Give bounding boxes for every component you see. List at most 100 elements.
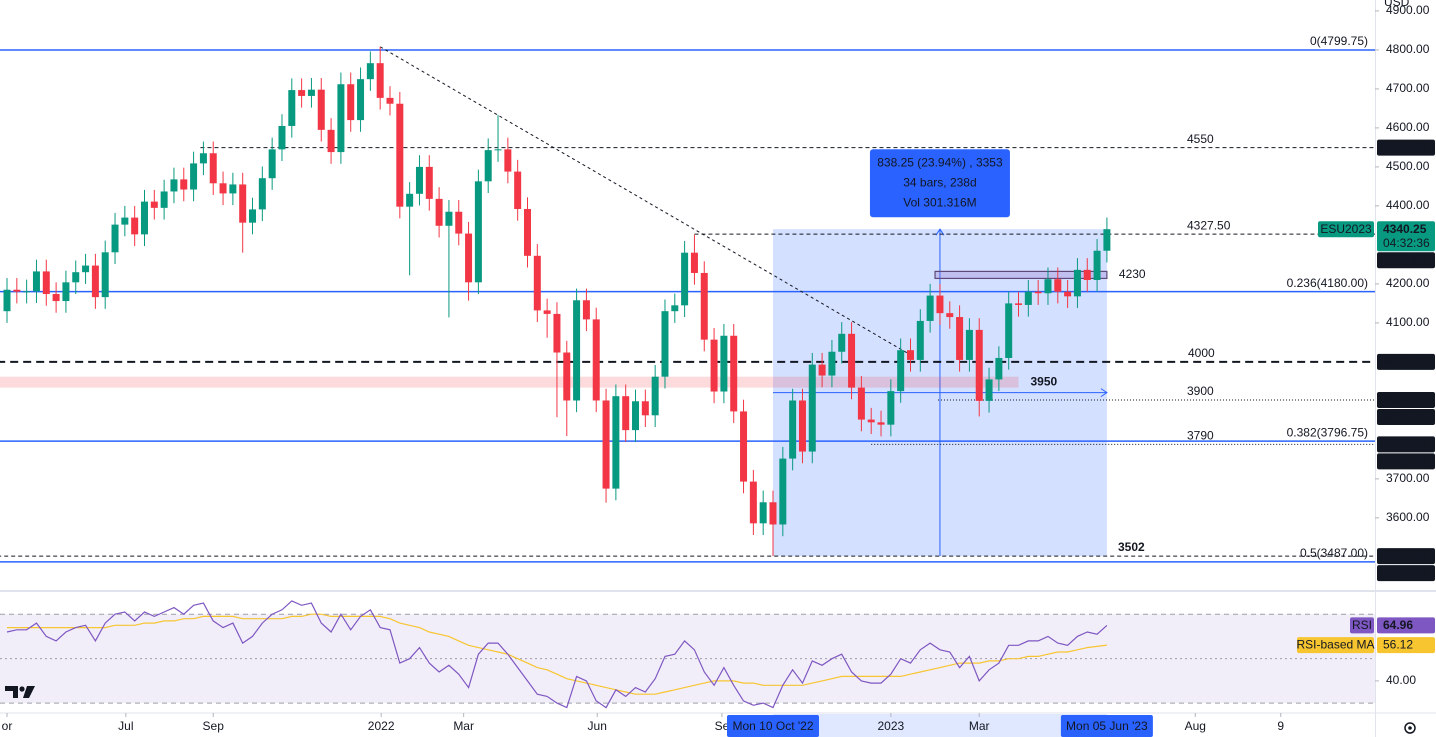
candle-body [759,502,767,524]
x-tick-label: Aug [1185,719,1206,733]
level-label: 4327.50 [1187,218,1231,232]
candle-body [229,184,237,194]
candle-body [504,149,512,172]
candle-body [131,217,139,235]
level-label: 4000 [1188,346,1215,360]
candle-body [818,364,826,376]
candle-body [180,179,188,190]
candle-body [690,252,698,273]
y-tick-label: 4500.00 [1386,159,1430,173]
candle-body [425,166,433,199]
y-tick-label: 3700.00 [1386,471,1430,485]
candle-body [366,63,374,80]
time-range-highlight [773,714,1107,737]
candle-body [612,396,620,489]
candle-body [533,255,541,311]
candle-body [906,350,914,360]
price-badge-label: 4000.00 [1383,355,1427,369]
candle-body [219,183,227,194]
candle-body [465,233,473,283]
candle-body [867,419,875,423]
symbol-label: ESU2023 [1320,222,1372,236]
candle-body [798,400,806,452]
zone-label: 3950 [1031,374,1058,388]
settings-button[interactable] [1404,722,1416,734]
level-label: 0(4799.75) [1310,34,1368,48]
candle-body [249,209,257,223]
candle-body [946,313,954,318]
level-label: 3790 [1187,429,1214,443]
level-label: 3502 [1118,540,1145,554]
price-badge-label: 3902.25 [1383,410,1427,424]
candle-body [484,150,492,182]
candle-body [406,193,414,207]
candle-body [995,357,1003,380]
x-tick-badge [727,715,820,737]
candle-body [681,252,689,306]
symbol-badge [1318,221,1374,238]
candle-body [838,333,846,352]
x-tick-label: 2022 [368,719,395,733]
gear-hub[interactable] [1408,726,1412,730]
measure-text: Vol 301.316M [903,195,976,209]
price-badge-label: 4327.50 [1383,253,1427,267]
y-tick-label: 4600.00 [1386,120,1430,134]
logo-part [5,686,18,698]
price-badge [1377,391,1435,408]
candle-body [288,90,296,126]
x-tick-label: Se [715,719,730,733]
x-tick-label: Mon 05 Jun '23 [1066,719,1148,733]
candle-body [474,181,482,283]
candle-body [1073,269,1081,297]
rsi-value: 64.96 [1383,618,1413,632]
candle-body [661,311,669,377]
candle-body [975,329,983,401]
price-badge [1377,408,1435,425]
trendline [379,46,911,356]
price-badge [1377,548,1435,565]
candle-body [749,481,757,524]
candle-body [602,400,610,489]
candle-body [160,191,168,208]
price-badge-label: 3502.00 [1383,549,1427,563]
candle-body [239,184,247,223]
price-badge-label: 3788.00 [1383,454,1427,468]
candle-body [740,411,748,482]
zone-label: 4230 [1119,267,1146,281]
candle-body [415,166,423,194]
candle-body [72,272,80,283]
candle-body [563,352,571,401]
level-label: 3900 [1187,384,1214,398]
rsi-line [6,600,1108,709]
y-tick-label: 3600.00 [1386,510,1430,524]
candle-body [857,387,865,420]
candle-body [190,163,198,190]
candle-body [3,289,11,312]
candle-body [91,265,99,298]
rsi-pane [0,600,1375,709]
candle-body [1024,291,1032,305]
rsi-name: RSI [1352,618,1372,632]
price-badge [1377,139,1435,156]
candle-body [582,300,590,320]
candle-body [1064,291,1072,297]
candle-body [258,178,266,210]
zone [934,270,1108,280]
y-tick-label: 4100.00 [1386,315,1430,329]
logo-part [19,686,25,692]
overlay: 838.25 (23.94%) , 3353 34 bars, 238d Vol 3… [869,139,1435,654]
candle-body [1083,269,1091,280]
candle-body [278,125,286,150]
y-tick-label: 4400.00 [1386,198,1430,212]
gear-icon[interactable] [1404,722,1416,734]
x-tick-label: Jul [118,719,133,733]
candle-body [651,376,659,416]
candle-body [317,89,325,130]
candle-body [769,502,777,525]
measure-arrowhead [935,228,945,236]
measure-text: 838.25 (23.94%) , 3353 [877,155,1003,169]
y-tick-label: 4700.00 [1386,81,1430,95]
candle-body [936,295,944,314]
